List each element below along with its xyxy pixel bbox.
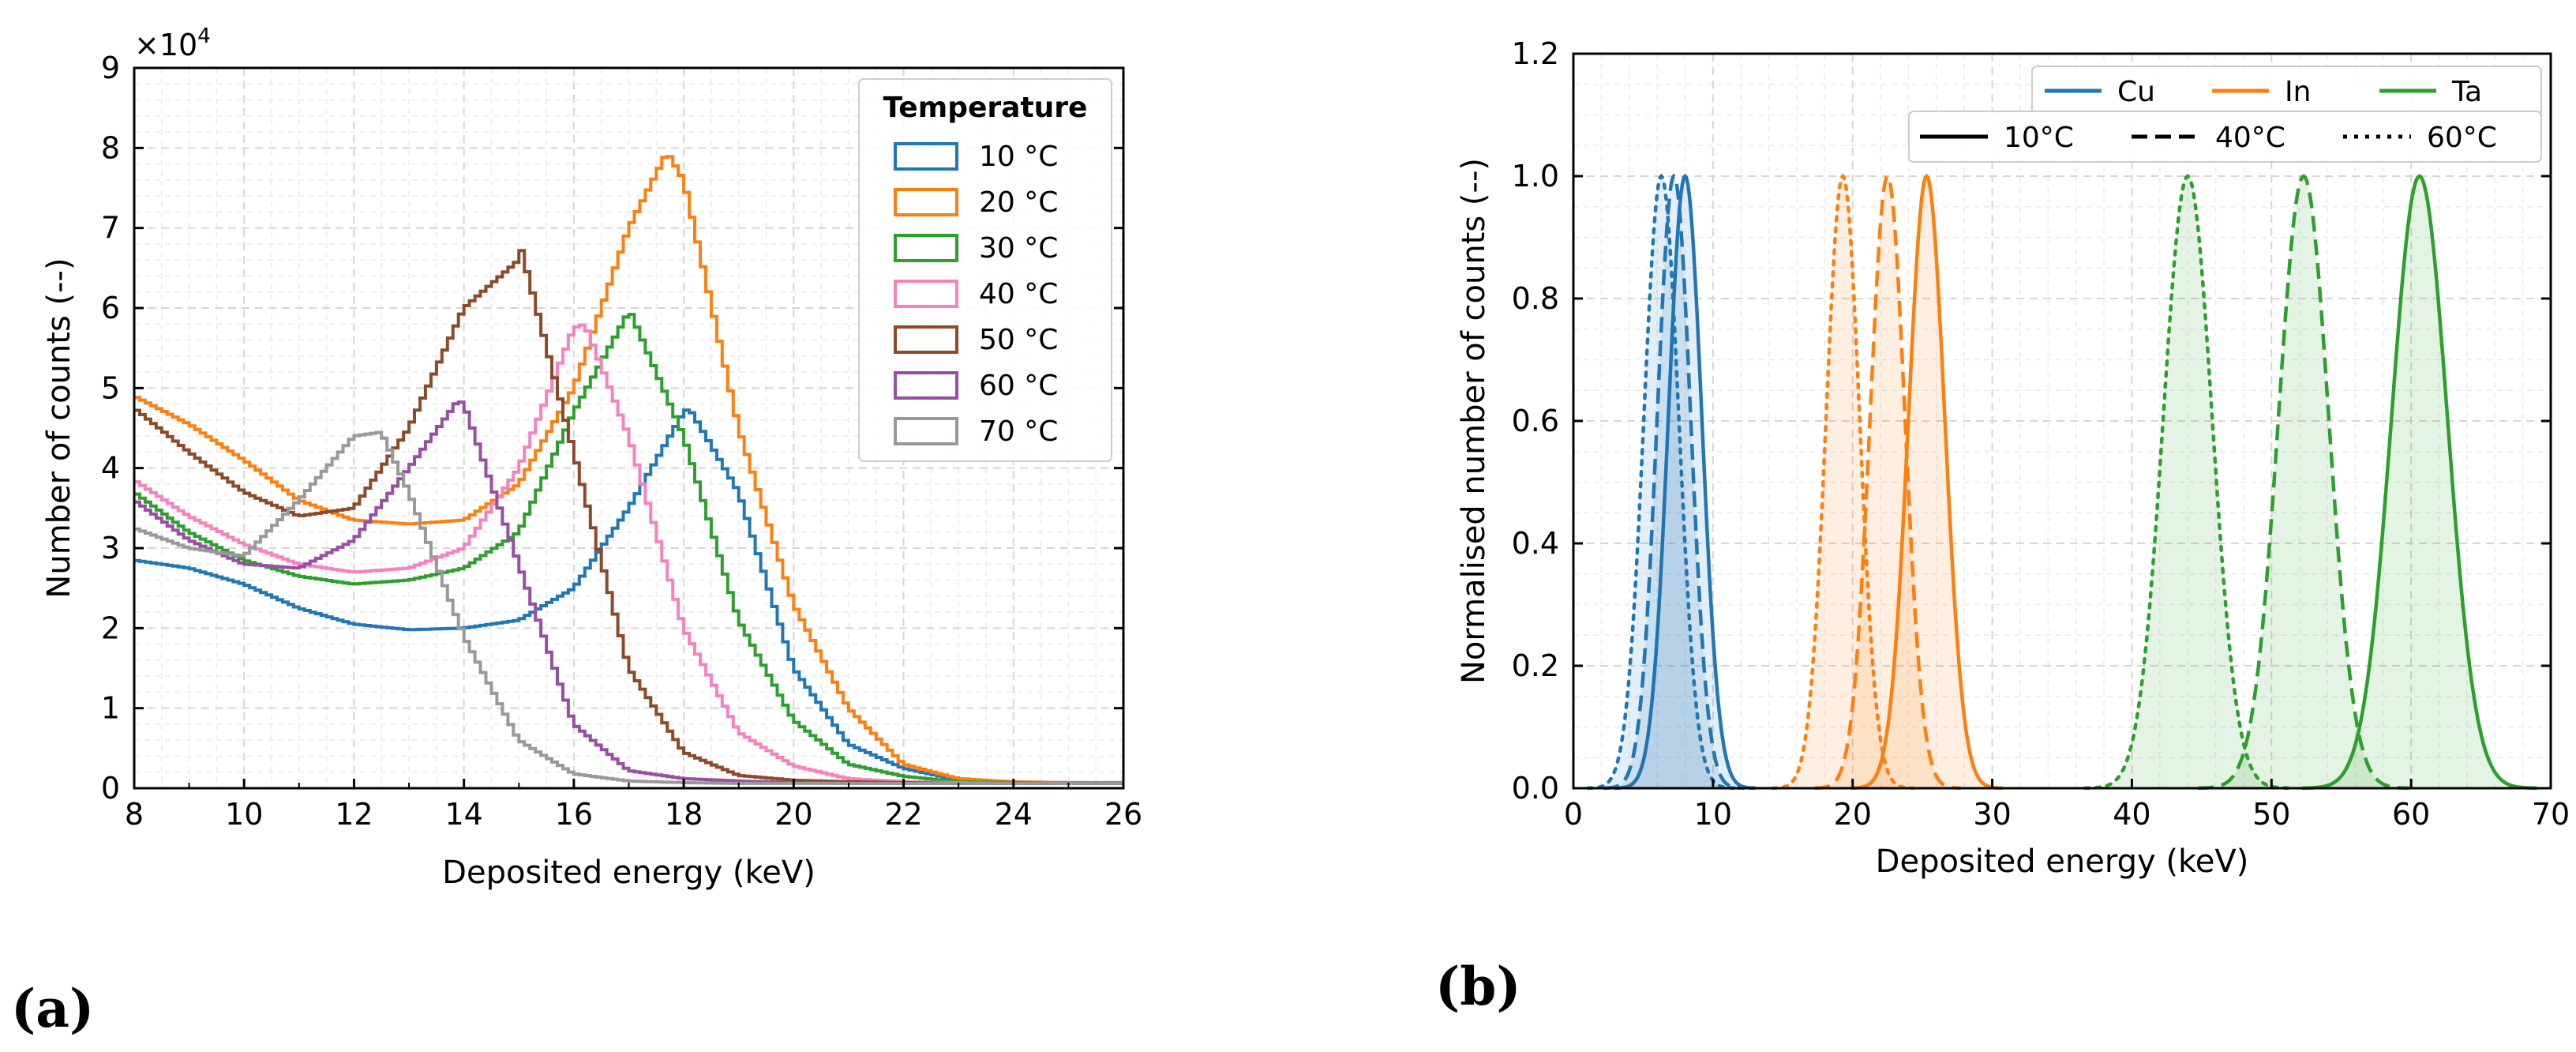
panel-b-x-tick-label: 10 xyxy=(1694,797,1732,832)
panel-a-y-multiplier: ×104 xyxy=(134,24,211,62)
panel-a-label: (a) xyxy=(11,978,94,1039)
panel-b-series-fill xyxy=(1603,176,1745,788)
panel-a-legend-swatch xyxy=(894,417,958,445)
panel-b-y-tick-label: 1.2 xyxy=(1512,36,1559,71)
panel-b-legend-temperature-label: 60°C xyxy=(2427,122,2497,154)
panel-b-x-tick-label: 30 xyxy=(1973,797,2011,832)
panel-a-legend-box xyxy=(858,78,1112,462)
panel-a-y-tick-label: 3 xyxy=(101,531,120,565)
panel-a-y-tick-label: 5 xyxy=(101,370,120,405)
panel-b-series-line xyxy=(1586,173,1737,791)
panel-a-y-tick-label: 8 xyxy=(101,130,120,165)
panel-a-legend-label: 50 °C xyxy=(979,324,1058,356)
panel-b-series-line xyxy=(1603,173,1745,791)
panel-a-x-tick-label: 18 xyxy=(665,797,703,832)
panel-a-legend-label: 70 °C xyxy=(979,415,1058,448)
panel-b-series-fill xyxy=(1614,176,1756,788)
panel-b-x-tick-label: 40 xyxy=(2113,797,2150,832)
panel-a-y-axis-label: Number of counts (--) xyxy=(41,257,77,598)
panel-b-legend: Cu In Ta 10°C 40°C 60°C xyxy=(1908,66,2542,163)
panel-a-y-tick-label: 2 xyxy=(101,611,120,645)
panel-b-series-line xyxy=(1814,173,1961,791)
panel-b-series-fill xyxy=(2302,176,2537,788)
panel-a-legend-title: Temperature xyxy=(883,92,1088,124)
panel-a-legend-label: 10 °C xyxy=(979,141,1058,173)
panel-b-x-tick-label: 60 xyxy=(2392,797,2430,832)
panel-b-x-tick-label: 0 xyxy=(1564,797,1583,832)
panel-a-series-line xyxy=(134,313,1123,785)
panel-a-y-tick-label: 9 xyxy=(101,51,120,85)
panel-a-legend-swatch xyxy=(894,142,958,171)
panel-a-series-line xyxy=(134,408,1123,785)
panel-b-series-line xyxy=(2302,174,2537,791)
panel-b-ticks: 0 10 20 30 40 50 60 70 0.0 0.2 0.4 0.6 0.8 1.0 1.2 xyxy=(1512,36,2570,832)
panel-b-x-tick-label: 70 xyxy=(2532,797,2570,832)
panel-a-x-axis-label: Deposited energy (keV) xyxy=(442,855,816,891)
panel-b-y-tick-label: 0.2 xyxy=(1512,648,1559,683)
panel-a-series xyxy=(134,155,1123,785)
panel-b-label: (b) xyxy=(1435,956,1521,1017)
panel-b-y-tick-label: 0.4 xyxy=(1512,526,1559,561)
panel-a-legend-label: 60 °C xyxy=(979,370,1058,402)
panel-a-legend-label: 40 °C xyxy=(979,278,1058,310)
panel-a-legend-swatch xyxy=(894,371,958,400)
panel-b-y-tick-label: 1.0 xyxy=(1512,159,1559,193)
panel-a-legend-swatch xyxy=(894,280,958,308)
panel-b-series-fill xyxy=(2085,176,2291,788)
panel-b-series-fill xyxy=(1772,176,1914,788)
panel-a-y-tick-label: 1 xyxy=(101,691,120,726)
panel-b-legend-temps-box xyxy=(1908,111,2542,163)
panel-a-x-tick-label: 8 xyxy=(125,797,144,832)
panel-b-legend-element-label: Cu xyxy=(2117,76,2155,108)
panel-b-legend-element-label: Ta xyxy=(2451,76,2482,108)
panel-b-legend-temperature-label: 10°C xyxy=(2004,122,2074,154)
panel-b-series-line xyxy=(2083,174,2293,791)
panel-b-series-line xyxy=(2198,174,2409,791)
panel-a-y-tick-label: 6 xyxy=(101,291,120,325)
panel-b-series-fill xyxy=(2198,176,2409,788)
panel-a-y-tick-label: 4 xyxy=(101,451,120,486)
panel-a-legend-swatch xyxy=(894,234,958,262)
panel-a-legend-label: 30 °C xyxy=(979,232,1058,265)
panel-b-x-tick-label: 20 xyxy=(1834,797,1872,832)
panel-b-chart: 0 10 20 30 40 50 60 70 0.0 0.2 0.4 0.6 0.8 1.0 1.2 Dep… xyxy=(1456,36,2570,880)
panel-b-series-line xyxy=(1850,173,2003,791)
panel-a-y-tick-label: 7 xyxy=(101,211,120,246)
panel-b-y-tick-label: 0.0 xyxy=(1512,771,1559,806)
panel-a-legend-label: 20 °C xyxy=(979,186,1058,219)
panel-b-series-line xyxy=(1770,173,1915,791)
panel-b-x-axis-label: Deposited energy (keV) xyxy=(1876,843,2249,880)
panel-a-x-tick-label: 24 xyxy=(995,797,1033,832)
panel-a-x-tick-label: 16 xyxy=(555,797,593,832)
panel-b-series-line xyxy=(1614,173,1756,791)
panel-b-legend-element-label: In xyxy=(2285,76,2311,108)
panel-a-x-tick-label: 10 xyxy=(225,797,263,832)
panel-b-series-fill xyxy=(1814,176,1961,788)
panel-a-y-tick-label: 0 xyxy=(101,771,120,806)
panel-a-x-tick-label: 26 xyxy=(1104,797,1142,832)
panel-a-x-tick-label: 14 xyxy=(444,797,482,832)
panel-b-series-fill xyxy=(1850,176,2003,788)
panel-a-legend: Temperature 10 °C 20 °C 30 °C 40 °C 50 °C 60 … xyxy=(858,78,1112,462)
panel-a-series-line xyxy=(134,155,1123,784)
panel-b-y-tick-label: 0.8 xyxy=(1512,281,1559,316)
panel-a-x-tick-label: 12 xyxy=(335,797,373,832)
panel-a-x-tick-label: 22 xyxy=(884,797,922,832)
panel-b-series-fill xyxy=(1588,176,1735,788)
panel-b-y-tick-label: 0.6 xyxy=(1512,404,1559,438)
panel-a-x-tick-label: 20 xyxy=(774,797,812,832)
panel-a-series-line xyxy=(134,430,1123,785)
panel-a-legend-swatch xyxy=(894,325,958,354)
panel-a-legend-swatch xyxy=(894,188,958,216)
panel-b-legend-temperature-label: 40°C xyxy=(2215,122,2285,154)
panel-b-y-axis-label: Normalised number of counts (--) xyxy=(1456,158,1492,684)
panel-b-series xyxy=(1586,173,2537,791)
panel-b-x-tick-label: 50 xyxy=(2252,797,2290,832)
